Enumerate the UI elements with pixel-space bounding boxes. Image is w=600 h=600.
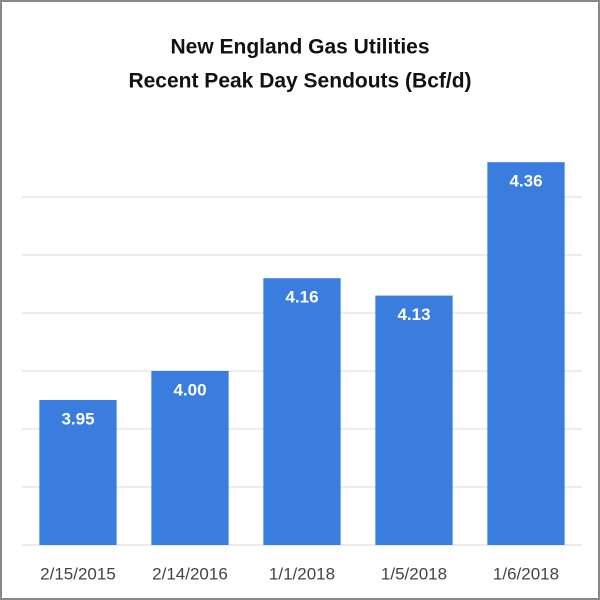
bar: [487, 162, 565, 545]
chart-subtitle: Recent Peak Day Sendouts (Bcf/d): [128, 70, 471, 93]
value-label: 4.16: [285, 288, 318, 307]
x-tick-label: 2/15/2015: [40, 564, 116, 583]
value-label: 4.13: [397, 305, 430, 324]
value-label: 3.95: [61, 409, 94, 428]
x-tick-label: 1/5/2018: [381, 564, 447, 583]
bar: [39, 400, 117, 545]
value-label: 4.36: [509, 172, 542, 191]
bar: [151, 371, 229, 545]
x-tick-label: 2/14/2016: [152, 564, 228, 583]
value-label: 4.00: [173, 380, 206, 399]
chart-title: New England Gas Utilities: [170, 36, 429, 59]
x-tick-label: 1/6/2018: [493, 564, 559, 583]
bar: [263, 278, 341, 545]
bar: [375, 295, 453, 545]
x-tick-label: 1/1/2018: [269, 564, 335, 583]
